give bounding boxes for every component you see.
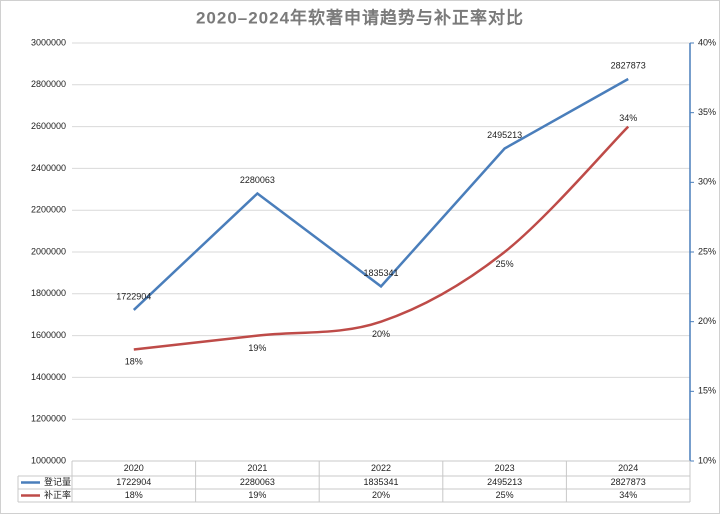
y-tick-label: 2800000 [31,79,66,89]
y2-tick-label: 30% [698,177,716,187]
y2-tick-label: 10% [698,455,716,465]
legend-label: 补正率 [44,489,71,500]
table-cell: 19% [248,490,266,500]
table-cell: 1835341 [363,477,398,487]
data-label: 1722904 [116,291,151,301]
data-label: 20% [372,329,390,339]
y-tick-label: 1000000 [31,455,66,465]
y2-tick-label: 40% [698,37,716,47]
chart-title: 2020–2024年软著申请趋势与补正率对比 [196,7,524,27]
y-tick-label: 1800000 [31,288,66,298]
table-cell: 18% [125,490,143,500]
y2-tick-label: 35% [698,107,716,117]
y2-tick-label: 25% [698,246,716,256]
data-label: 25% [496,259,514,269]
y-tick-label: 2400000 [31,163,66,173]
data-label: 2280063 [240,175,275,185]
y-tick-label: 2600000 [31,121,66,131]
data-label: 2495213 [487,130,522,140]
y-tick-label: 1200000 [31,414,66,424]
legend-label: 登记量 [44,477,71,487]
series-line [132,77,629,311]
table-cell: 2495213 [487,477,522,487]
table-cell: 34% [619,490,637,500]
x-tick-label: 2024 [618,463,638,473]
table-cell: 2827873 [611,477,646,487]
series-line [133,125,630,351]
x-tick-label: 2021 [247,463,267,473]
y-tick-label: 1600000 [31,330,66,340]
y2-tick-label: 20% [698,316,716,326]
table-cell: 25% [496,490,514,500]
y-tick-label: 2200000 [31,205,66,215]
table-cell: 2280063 [240,477,275,487]
x-tick-label: 2023 [495,463,515,473]
y2-tick-label: 15% [698,386,716,396]
y-tick-label: 3000000 [31,37,66,47]
y-tick-label: 2000000 [31,246,66,256]
table-cell: 20% [372,490,390,500]
data-label: 1835341 [363,268,398,278]
data-label: 34% [619,113,637,123]
x-tick-label: 2020 [124,463,144,473]
data-label: 19% [248,343,266,353]
y-tick-label: 1400000 [31,372,66,382]
data-label: 18% [125,357,143,367]
x-tick-label: 2022 [371,463,391,473]
table-cell: 1722904 [116,477,151,487]
data-label: 2827873 [611,60,646,70]
